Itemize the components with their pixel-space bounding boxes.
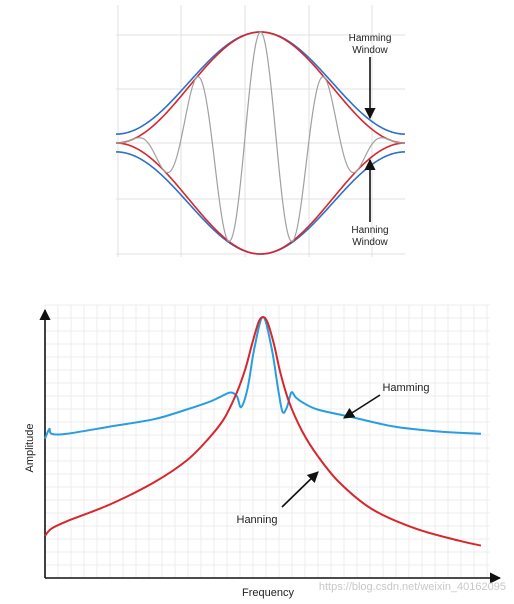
hanning-response-line — [44, 316, 482, 547]
hamming-annotation: Hamming — [343, 382, 430, 419]
hamming-window-annotation: Hamming Window — [349, 33, 392, 120]
hamming-response-line — [44, 316, 482, 440]
hanning-window-annotation: Hanning Window — [351, 158, 389, 248]
watermark: https://blog.csdn.net/weixin_40162095 — [319, 581, 506, 593]
hamming-label: Hamming — [382, 382, 429, 394]
hanning-label: Hanning — [237, 514, 278, 526]
hanning-window-label-line1: Hanning — [351, 225, 388, 236]
frequency-response-chart: Amplitude Frequency Hamming Hanning http… — [24, 304, 506, 599]
hanning-arrow — [281, 471, 319, 508]
bottom-chart-series — [44, 316, 482, 547]
top-chart-grid — [116, 5, 405, 257]
top-chart-series — [115, 31, 406, 255]
window-functions-chart: Hamming Window Hanning Window — [115, 5, 406, 257]
bottom-chart-grid — [44, 304, 490, 579]
hamming-window-label-line1: Hamming — [349, 33, 392, 44]
y-axis-label: Amplitude — [24, 424, 36, 473]
hanning-annotation: Hanning — [237, 471, 319, 526]
x-axis-label: Frequency — [242, 587, 294, 599]
hanning-window-label-line2: Window — [352, 237, 388, 248]
windowed-signal-line — [116, 31, 405, 242]
hamming-window-label-line2: Window — [352, 45, 388, 56]
hamming-arrow — [343, 394, 381, 419]
